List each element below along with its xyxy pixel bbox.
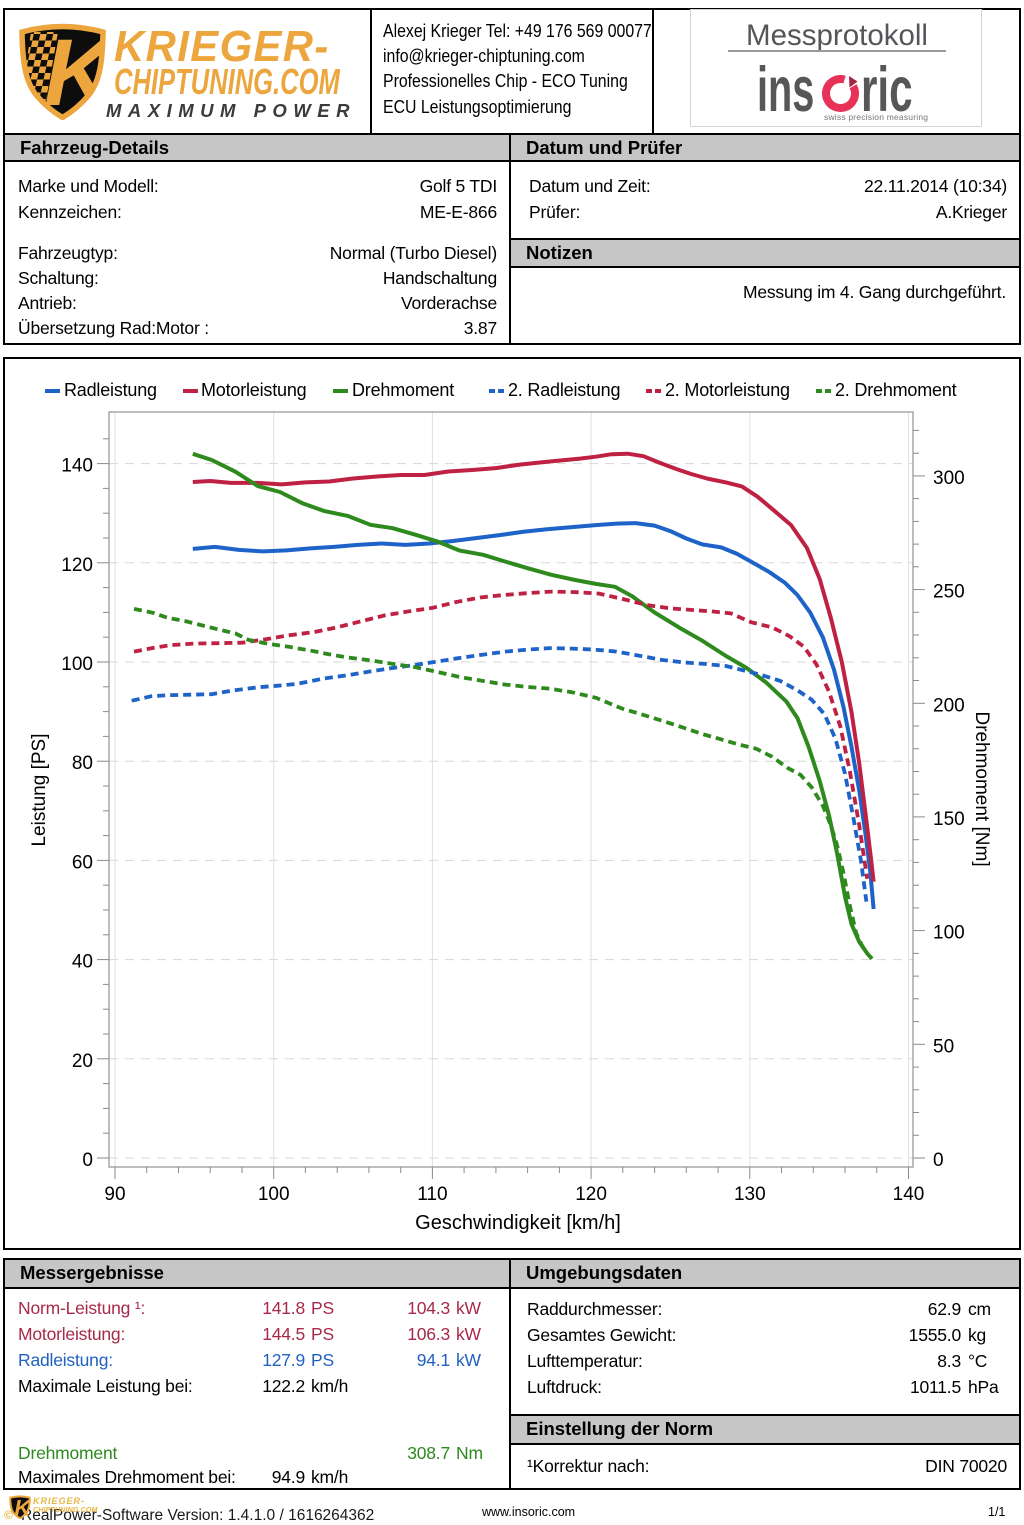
- svg-text:140: 140: [61, 456, 93, 477]
- svg-text:K: K: [14, 1495, 31, 1519]
- svg-text:140: 140: [893, 1184, 925, 1205]
- svg-text:Drehmoment [Nm]: Drehmoment [Nm]: [971, 711, 992, 866]
- svg-text:250: 250: [933, 582, 965, 603]
- svg-text:200: 200: [933, 695, 965, 716]
- svg-text:Geschwindigkeit [km/h]: Geschwindigkeit [km/h]: [415, 1212, 621, 1234]
- svg-text:120: 120: [61, 555, 93, 576]
- svg-text:60: 60: [72, 852, 93, 873]
- svg-text:40: 40: [72, 952, 93, 973]
- svg-text:20: 20: [72, 1051, 93, 1072]
- svg-text:0: 0: [933, 1150, 944, 1171]
- svg-text:130: 130: [734, 1184, 766, 1205]
- svg-text:80: 80: [72, 753, 93, 774]
- svg-text:100: 100: [258, 1184, 290, 1205]
- svg-text:90: 90: [104, 1184, 125, 1205]
- svg-text:100: 100: [61, 654, 93, 675]
- svg-text:120: 120: [575, 1184, 607, 1205]
- svg-text:0: 0: [82, 1150, 93, 1171]
- svg-text:150: 150: [933, 809, 965, 830]
- svg-text:300: 300: [933, 468, 965, 489]
- svg-text:110: 110: [417, 1184, 447, 1205]
- svg-text:50: 50: [933, 1036, 954, 1057]
- svg-text:100: 100: [933, 923, 965, 944]
- svg-text:Leistung [PS]: Leistung [PS]: [29, 733, 50, 846]
